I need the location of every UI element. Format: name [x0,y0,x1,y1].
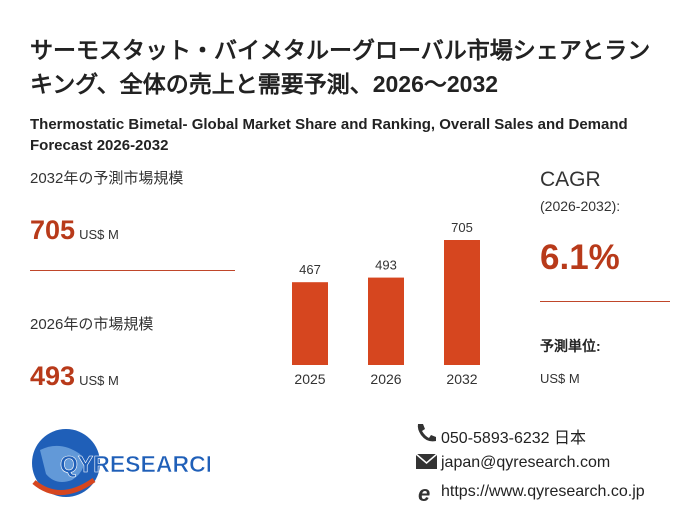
divider [540,301,670,302]
cagr-label: CAGR [540,168,601,191]
logo: QYRESEARCH [32,429,210,497]
logo-text: QYRESEARCH [60,451,210,477]
url: https://www.qyresearch.co.jp [441,483,645,500]
bar [368,277,404,365]
email-flap [415,453,438,464]
forecast-unit: US$ M [79,227,119,242]
x-tick-label: 2032 [446,371,477,387]
forecast-label: 2032年の予測市場規模 [30,170,184,187]
logo-land [40,445,84,482]
unit-label: 予測単位: [540,338,601,354]
current-label: 2026年の市場規模 [30,316,154,333]
bar [444,240,480,365]
current-value-row: 493 US$ M [30,361,119,392]
web-icon: e [418,481,430,506]
x-tick-label: 2026 [370,371,401,387]
divider [30,270,235,271]
current-unit: US$ M [79,373,119,388]
email: japan@qyresearch.com [441,454,611,471]
subtitle: Thermostatic Bimetal- Global Market Shar… [30,116,628,154]
phone-icon [417,424,436,442]
value-label: 705 [451,220,473,235]
bar-chart: 467 2025 493 2026 705 2032 [292,220,480,387]
unit-value: US$ M [540,371,580,386]
cagr-period: (2026-2032): [540,198,621,214]
contact-icons: e [415,424,438,506]
x-tick-label: 2025 [294,371,325,387]
forecast-value: 705 [30,215,76,245]
title: サーモスタット・バイメタルーグローバル市場シェアとランキング、全体の売上と需要予… [30,37,651,97]
forecast-value-row: 705 US$ M [30,215,119,246]
value-label: 467 [299,262,321,277]
phone: 050-5893-6232 日本 [441,430,586,447]
value-label: 493 [375,258,397,273]
current-value: 493 [30,361,76,391]
cagr-value: 6.1% [540,238,620,277]
logo-swoosh [32,477,96,495]
bar [292,282,328,365]
